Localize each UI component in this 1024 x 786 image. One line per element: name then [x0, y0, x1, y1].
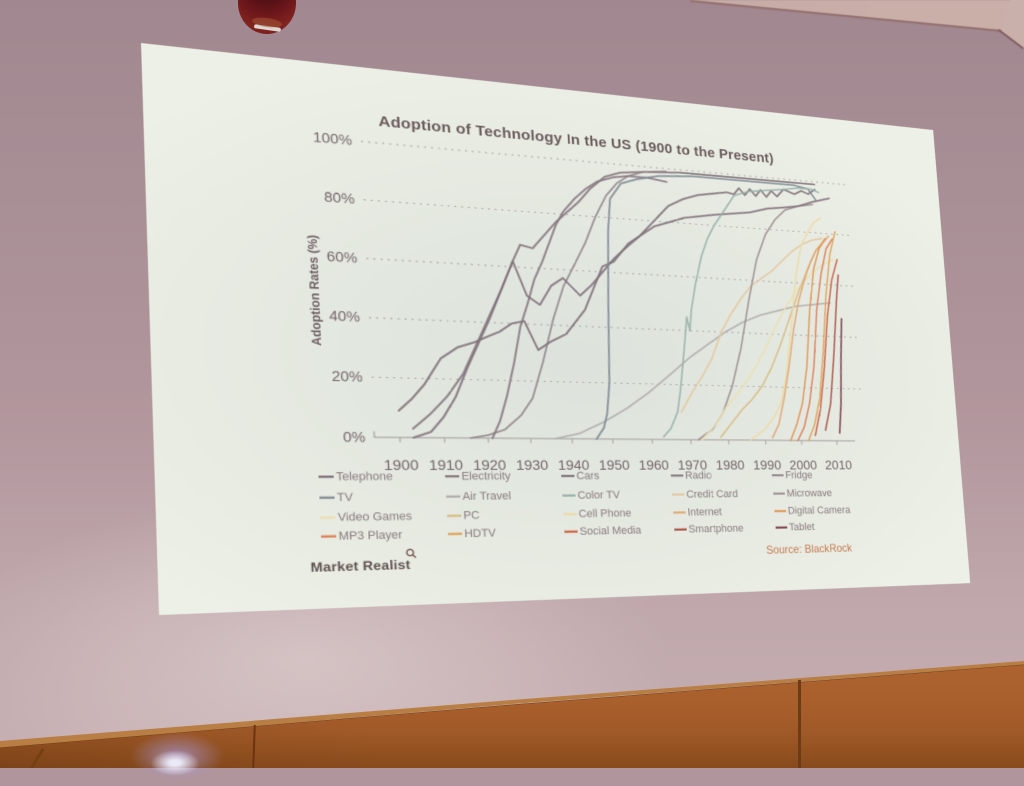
- svg-text:20%: 20%: [331, 369, 363, 385]
- svg-text:Internet: Internet: [687, 505, 723, 518]
- svg-text:1910: 1910: [429, 457, 464, 474]
- svg-text:Cell Phone: Cell Phone: [578, 507, 631, 520]
- svg-text:100%: 100%: [313, 131, 353, 149]
- svg-text:40%: 40%: [329, 309, 360, 325]
- svg-text:Telephone: Telephone: [336, 469, 393, 483]
- svg-text:1960: 1960: [638, 457, 669, 473]
- svg-text:Fridge: Fridge: [785, 469, 813, 481]
- svg-text:Radio: Radio: [685, 469, 712, 481]
- svg-text:Video Games: Video Games: [337, 509, 412, 523]
- svg-text:TV: TV: [337, 490, 354, 504]
- svg-text:Air Travel: Air Travel: [462, 489, 511, 502]
- svg-text:1990: 1990: [753, 458, 782, 473]
- svg-text:1930: 1930: [516, 457, 549, 473]
- svg-text:HDTV: HDTV: [464, 526, 497, 540]
- svg-text:Smartphone: Smartphone: [688, 522, 744, 535]
- svg-text:0%: 0%: [343, 430, 366, 445]
- svg-text:Market Realist: Market Realist: [310, 558, 411, 575]
- svg-text:80%: 80%: [324, 190, 355, 207]
- svg-text:MP3 Player: MP3 Player: [338, 528, 403, 543]
- svg-text:Cars: Cars: [576, 469, 600, 482]
- svg-text:1950: 1950: [598, 457, 630, 473]
- svg-text:Digital Camera: Digital Camera: [787, 504, 851, 517]
- svg-text:Adoption Rates (%): Adoption Rates (%): [305, 234, 324, 346]
- svg-text:Credit Card: Credit Card: [686, 487, 738, 500]
- svg-text:PC: PC: [463, 508, 480, 521]
- svg-text:Microwave: Microwave: [786, 487, 832, 499]
- svg-text:1980: 1980: [715, 457, 745, 472]
- svg-text:60%: 60%: [326, 249, 357, 266]
- svg-text:Social Media: Social Media: [579, 524, 642, 538]
- svg-text:Electricity: Electricity: [461, 469, 511, 482]
- svg-text:Tablet: Tablet: [789, 520, 816, 532]
- svg-text:Adoption of Technology In the: Adoption of Technology In the US (1900 t…: [378, 112, 774, 166]
- svg-text:Source: BlackRock: Source: BlackRock: [766, 542, 853, 556]
- svg-text:Color TV: Color TV: [577, 488, 620, 501]
- svg-text:2010: 2010: [825, 458, 853, 473]
